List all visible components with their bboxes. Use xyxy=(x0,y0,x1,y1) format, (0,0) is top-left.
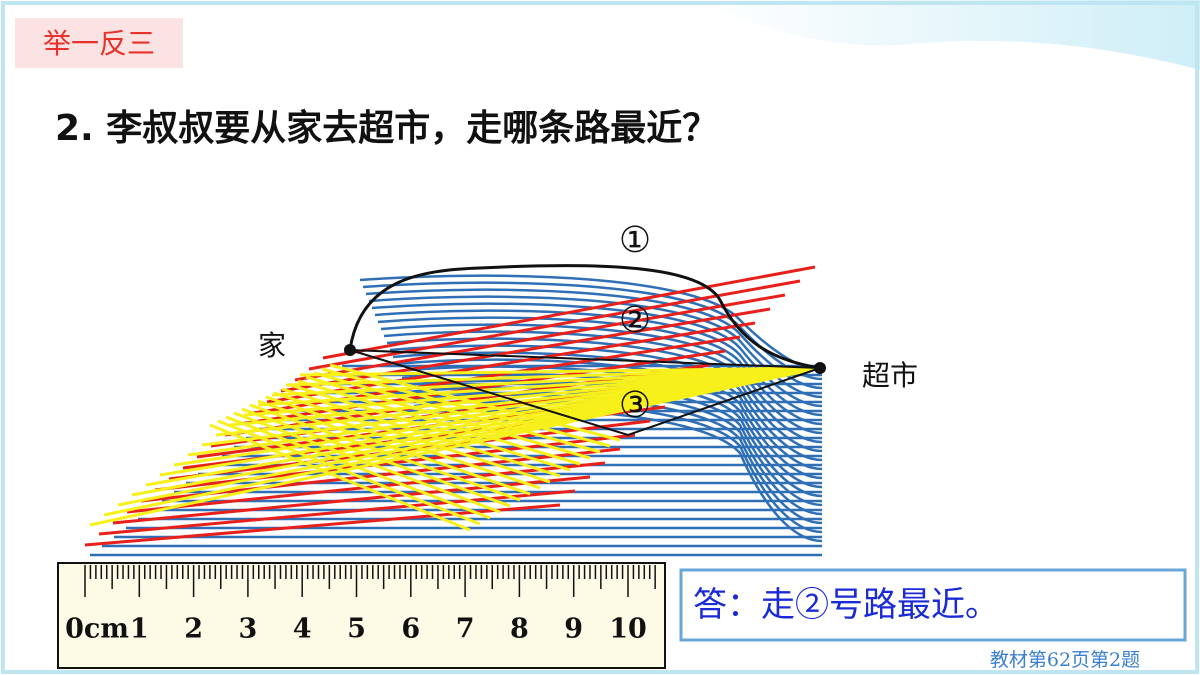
yellow-stripe xyxy=(299,366,821,377)
red-stripe xyxy=(84,503,561,547)
yellow-stripe xyxy=(297,379,581,466)
yellow-stripe xyxy=(271,366,821,397)
ruler-label: 8 xyxy=(510,614,529,645)
route-label: ③ xyxy=(619,385,651,426)
badge-bg xyxy=(15,18,183,68)
red-stripe xyxy=(280,307,771,393)
yellow-stripe xyxy=(233,411,501,514)
badge: 举一反三 xyxy=(43,27,155,60)
home-dot xyxy=(344,344,356,356)
market-dot xyxy=(814,362,826,374)
ruler-label: 6 xyxy=(401,614,420,645)
footer: 教材第62页第2题 xyxy=(990,649,1140,671)
yellow-stripe xyxy=(243,366,821,417)
yellow-stripe xyxy=(265,395,541,490)
route-3 xyxy=(349,349,821,437)
red-stripe xyxy=(238,349,726,426)
question: 2. 李叔叔要从家去超市，走哪条路最近？ xyxy=(55,108,718,149)
yellow-stripe xyxy=(285,366,821,387)
decor-top xyxy=(700,0,1200,70)
yellow-stripe xyxy=(225,415,491,520)
red-stripe xyxy=(98,489,576,536)
ruler xyxy=(57,562,666,669)
ruler-label: 4 xyxy=(293,614,312,645)
route-1 xyxy=(348,264,821,370)
blue-stripe xyxy=(371,302,823,408)
yellow-stripe xyxy=(281,387,561,478)
ruler-label: 1 xyxy=(130,614,149,645)
ruler-label: 0cm xyxy=(65,614,129,645)
route-label: ② xyxy=(619,300,651,341)
market-label: 超市 xyxy=(862,359,918,392)
answer: 答：走②号路最近。 xyxy=(693,585,999,625)
decor-stripes xyxy=(84,265,823,557)
yellow-stripe xyxy=(257,366,821,407)
answer-box xyxy=(679,568,1187,642)
blue-stripe xyxy=(374,309,823,417)
red-stripe xyxy=(294,293,786,382)
ruler-label: 3 xyxy=(239,614,258,645)
ruler-label: 10 xyxy=(609,614,647,645)
blue-stripe xyxy=(407,386,823,516)
ruler-label: 2 xyxy=(184,614,203,645)
yellow-stripe xyxy=(217,419,481,526)
blue-stripe xyxy=(365,288,823,390)
home-label: 家 xyxy=(258,329,286,362)
ruler-label: 5 xyxy=(347,614,366,645)
red-stripe xyxy=(168,419,651,481)
ruler-label: 7 xyxy=(456,614,475,645)
ruler-ticks: 0cm 1 2 3 4 5 6 7 8 9 10 xyxy=(65,565,656,645)
yellow-stripe xyxy=(209,423,471,532)
yellow-stripe xyxy=(241,407,511,508)
red-stripe xyxy=(322,265,816,360)
red-stripe xyxy=(112,475,591,525)
route-label: ① xyxy=(619,220,651,261)
yellow-stripe xyxy=(249,403,521,502)
ruler-label: 9 xyxy=(564,614,583,645)
route-2 xyxy=(349,349,821,369)
blue-stripe xyxy=(404,379,823,507)
